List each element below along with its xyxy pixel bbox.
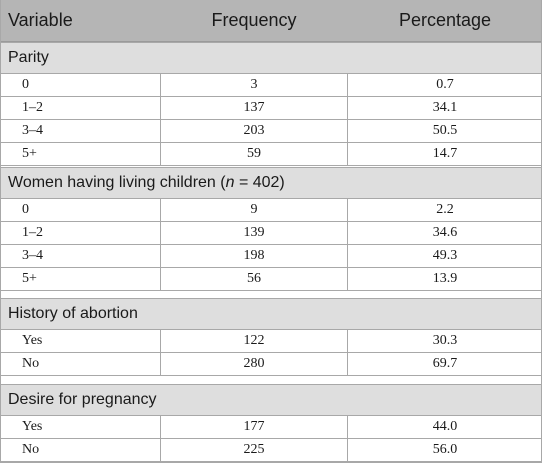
row-frequency: 139 xyxy=(160,222,348,244)
section-title-suffix: = 402) xyxy=(234,174,285,191)
row-label: 0 xyxy=(22,202,29,217)
table-row: 0 3 0.7 xyxy=(0,74,542,97)
table-row: 3–4 198 49.3 xyxy=(0,245,542,268)
row-frequency: 9 xyxy=(160,199,348,221)
table-row: 5+ 56 13.9 xyxy=(0,268,542,291)
row-percentage: 13.9 xyxy=(432,271,458,286)
row-percentage: 44.0 xyxy=(432,419,458,434)
row-label: Yes xyxy=(22,419,43,434)
row-frequency: 198 xyxy=(160,245,348,267)
table-row: 3–4 203 50.5 xyxy=(0,120,542,143)
table-row: 0 9 2.2 xyxy=(0,199,542,222)
table-header: Variable Frequency Percentage xyxy=(0,0,542,42)
row-percentage: 34.6 xyxy=(432,225,458,240)
section-women-living-children: Women having living children (n = 402) xyxy=(0,167,542,199)
header-percentage: Percentage xyxy=(398,10,492,30)
row-frequency: 59 xyxy=(160,143,348,165)
row-percentage: 56.0 xyxy=(432,442,458,457)
table-row: 1–2 137 34.1 xyxy=(0,97,542,120)
row-frequency: 56 xyxy=(160,268,348,290)
section-title: History of abortion xyxy=(8,305,138,322)
table-row: Yes 177 44.0 xyxy=(0,416,542,439)
row-frequency: 225 xyxy=(160,439,348,461)
section-title-prefix: Women having living children ( xyxy=(8,174,226,191)
row-percentage: 50.5 xyxy=(432,123,458,138)
row-label: No xyxy=(22,356,40,371)
row-label: 3–4 xyxy=(22,248,43,263)
row-label: No xyxy=(22,442,40,457)
row-frequency: 203 xyxy=(160,120,348,142)
section-title: Women having living children (n = 402) xyxy=(8,174,285,192)
row-percentage: 30.3 xyxy=(432,333,458,348)
section-parity: Parity xyxy=(0,42,542,74)
row-frequency: 177 xyxy=(160,416,348,438)
row-frequency: 280 xyxy=(160,353,348,375)
section-title: Desire for pregnancy xyxy=(8,391,157,408)
row-percentage: 0.7 xyxy=(436,77,454,92)
section-desire-pregnancy: Desire for pregnancy xyxy=(0,384,542,416)
header-frequency: Frequency xyxy=(211,10,297,30)
row-label: 5+ xyxy=(22,271,37,286)
table-row: Yes 122 30.3 xyxy=(0,330,542,353)
row-frequency: 122 xyxy=(160,330,348,352)
row-label: 0 xyxy=(22,77,29,92)
row-frequency: 137 xyxy=(160,97,348,119)
row-label: Yes xyxy=(22,333,43,348)
row-percentage: 2.2 xyxy=(436,202,454,217)
section-title-n: n xyxy=(225,174,235,191)
table-row: No 225 56.0 xyxy=(0,439,542,462)
table-row: No 280 69.7 xyxy=(0,353,542,376)
row-label: 5+ xyxy=(22,146,37,161)
row-frequency: 3 xyxy=(160,74,348,96)
row-label: 1–2 xyxy=(22,225,43,240)
row-percentage: 49.3 xyxy=(432,248,458,263)
section-history-abortion: History of abortion xyxy=(0,298,542,330)
header-variable: Variable xyxy=(8,10,73,30)
row-percentage: 14.7 xyxy=(432,146,458,161)
row-percentage: 69.7 xyxy=(432,356,458,371)
table-row: 5+ 59 14.7 xyxy=(0,143,542,166)
row-label: 1–2 xyxy=(22,100,43,115)
table-row: 1–2 139 34.6 xyxy=(0,222,542,245)
section-title: Parity xyxy=(8,49,49,66)
row-label: 3–4 xyxy=(22,123,43,138)
row-percentage: 34.1 xyxy=(432,100,458,115)
